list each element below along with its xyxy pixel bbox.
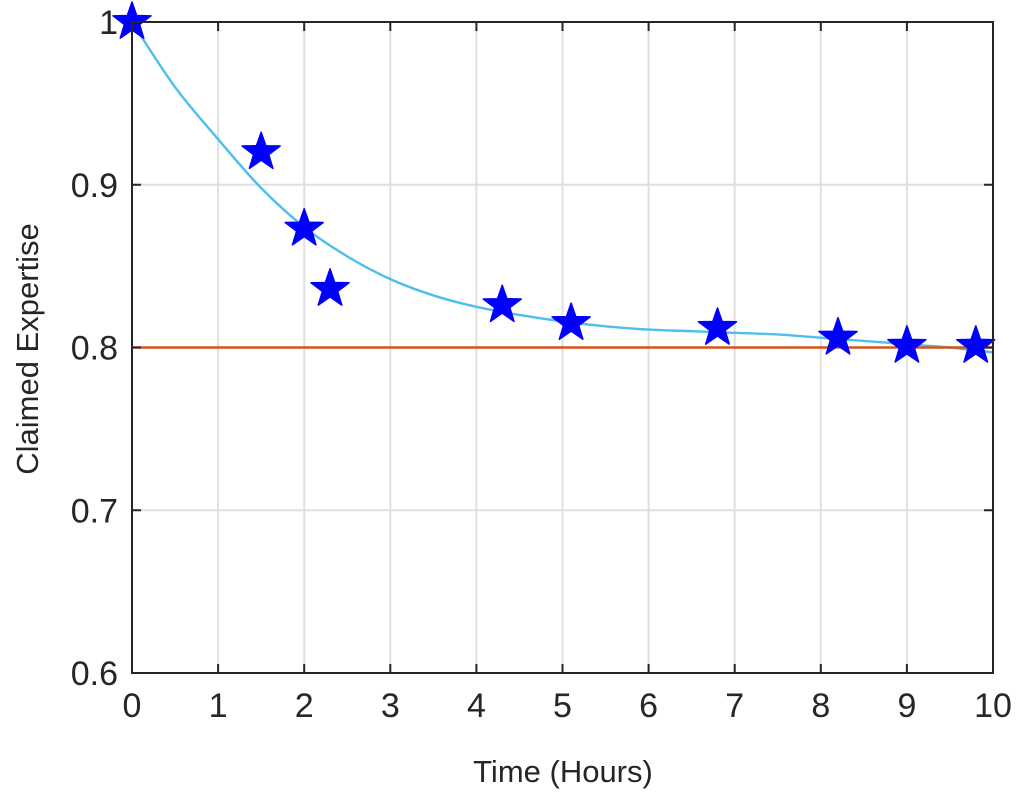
x-tick-label-3: 3 [381, 687, 400, 725]
x-tick-label-5: 5 [553, 687, 572, 725]
x-tick-label-4: 4 [467, 687, 486, 725]
data-point-5 [551, 302, 591, 341]
y-tick-label-0: 0.6 [71, 655, 118, 693]
x-axis-label: Time (Hours) [473, 754, 653, 789]
series-layer [112, 1, 996, 363]
x-tick-label-8: 8 [811, 687, 830, 725]
x-tick-label-1: 1 [209, 687, 228, 725]
data-point-8 [887, 325, 927, 363]
x-tick-label-10: 10 [974, 687, 1012, 725]
y-tick-label-4: 1 [99, 4, 118, 42]
y-tick-label-1: 0.7 [71, 492, 118, 530]
data-point-7 [818, 316, 858, 355]
data-point-1 [241, 131, 281, 170]
x-tick-label-0: 0 [123, 687, 142, 725]
x-tick-label-2: 2 [295, 687, 314, 725]
x-tick-label-7: 7 [725, 687, 744, 725]
data-point-9 [956, 325, 996, 363]
y-axis-label: Claimed Expertise [10, 223, 45, 475]
data-point-6 [697, 307, 738, 345]
ticks: 0 1 2 3 4 5 6 7 8 9 10 0.6 0.7 0.8 0.9 1 [71, 4, 1012, 725]
x-tick-label-9: 9 [897, 687, 916, 725]
data-point-3 [310, 268, 350, 306]
x-tick-label-6: 6 [639, 687, 658, 725]
data-point-2 [284, 207, 324, 246]
data-point-4 [482, 284, 522, 323]
y-tick-label-3: 0.9 [71, 167, 118, 205]
y-tick-label-2: 0.8 [71, 330, 118, 368]
